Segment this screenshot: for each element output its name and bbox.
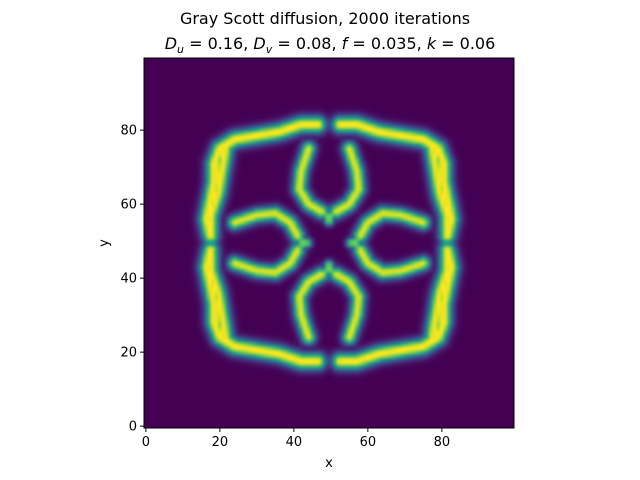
y-tick-label: 60 <box>120 198 137 213</box>
y-tick-label: 80 <box>120 124 137 139</box>
y-axis: 0 20 40 60 80 <box>120 124 144 435</box>
axes-frame <box>143 57 515 429</box>
x-axis: 0 20 40 60 80 <box>142 428 450 450</box>
heatmap-canvas <box>144 58 514 428</box>
heatmap-area <box>144 58 514 428</box>
y-tick-label: 40 <box>120 272 137 287</box>
chart-title: Gray Scott diffusion, 2000 iterations <box>180 9 470 28</box>
x-axis-label: x <box>325 456 333 471</box>
x-tick-label: 40 <box>286 435 303 450</box>
y-tick-label: 0 <box>129 420 137 435</box>
chart-subtitle: Du = 0.16, Dv = 0.08, f = 0.035, k = 0.0… <box>165 34 496 56</box>
x-tick-label: 80 <box>434 435 451 450</box>
x-tick-label: 20 <box>212 435 229 450</box>
y-tick-label: 20 <box>120 346 137 361</box>
y-axis-label: y <box>97 239 112 247</box>
x-tick-label: 0 <box>142 435 150 450</box>
x-tick-label: 60 <box>360 435 377 450</box>
